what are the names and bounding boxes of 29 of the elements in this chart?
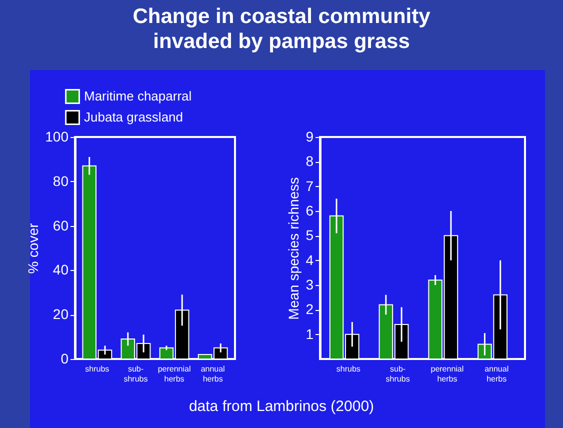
x-tick-label: sub- shrubs: [386, 364, 410, 384]
legend-label: Maritime chaparral: [84, 88, 192, 104]
y-tick-label: 20: [52, 306, 69, 322]
text: Change in coastal community invaded by pampas grass: [132, 4, 432, 54]
y-tick-label: 40: [52, 262, 69, 278]
y-tick-label: 1: [306, 326, 314, 342]
x-tick-label: sub- shrubs: [124, 364, 148, 384]
y-axis-title: % cover: [25, 222, 42, 274]
y-tick-label: 0: [60, 350, 69, 366]
y-tick-label: 100: [45, 128, 69, 144]
y-tick-label: 8: [306, 153, 314, 170]
legend-label: Jubata grassland: [84, 110, 184, 124]
x-tick-label: shrubs: [85, 364, 110, 374]
x-tick-label: perennial herbs: [430, 364, 464, 384]
y-tick-label: 5: [306, 227, 314, 244]
text: data from Lambrinos (2000): [188, 398, 376, 415]
x-tick-label: annual herbs: [200, 364, 226, 384]
y-axis-title: Mean species richness: [286, 177, 302, 320]
y-tick-label: 7: [306, 178, 314, 194]
y-tick-label: 9: [306, 128, 314, 144]
x-tick-label: annual herbs: [484, 364, 509, 384]
y-tick-label: 3: [306, 276, 314, 292]
y-tick-label: 6: [306, 202, 314, 218]
y-tick-label: 2: [306, 301, 314, 318]
y-tick-label: 60: [52, 217, 69, 234]
x-tick-label: shrubs: [336, 364, 360, 374]
x-tick-label: perennial herbs: [158, 364, 191, 384]
y-tick-label: 4: [306, 252, 314, 268]
y-tick-label: 80: [52, 172, 69, 189]
